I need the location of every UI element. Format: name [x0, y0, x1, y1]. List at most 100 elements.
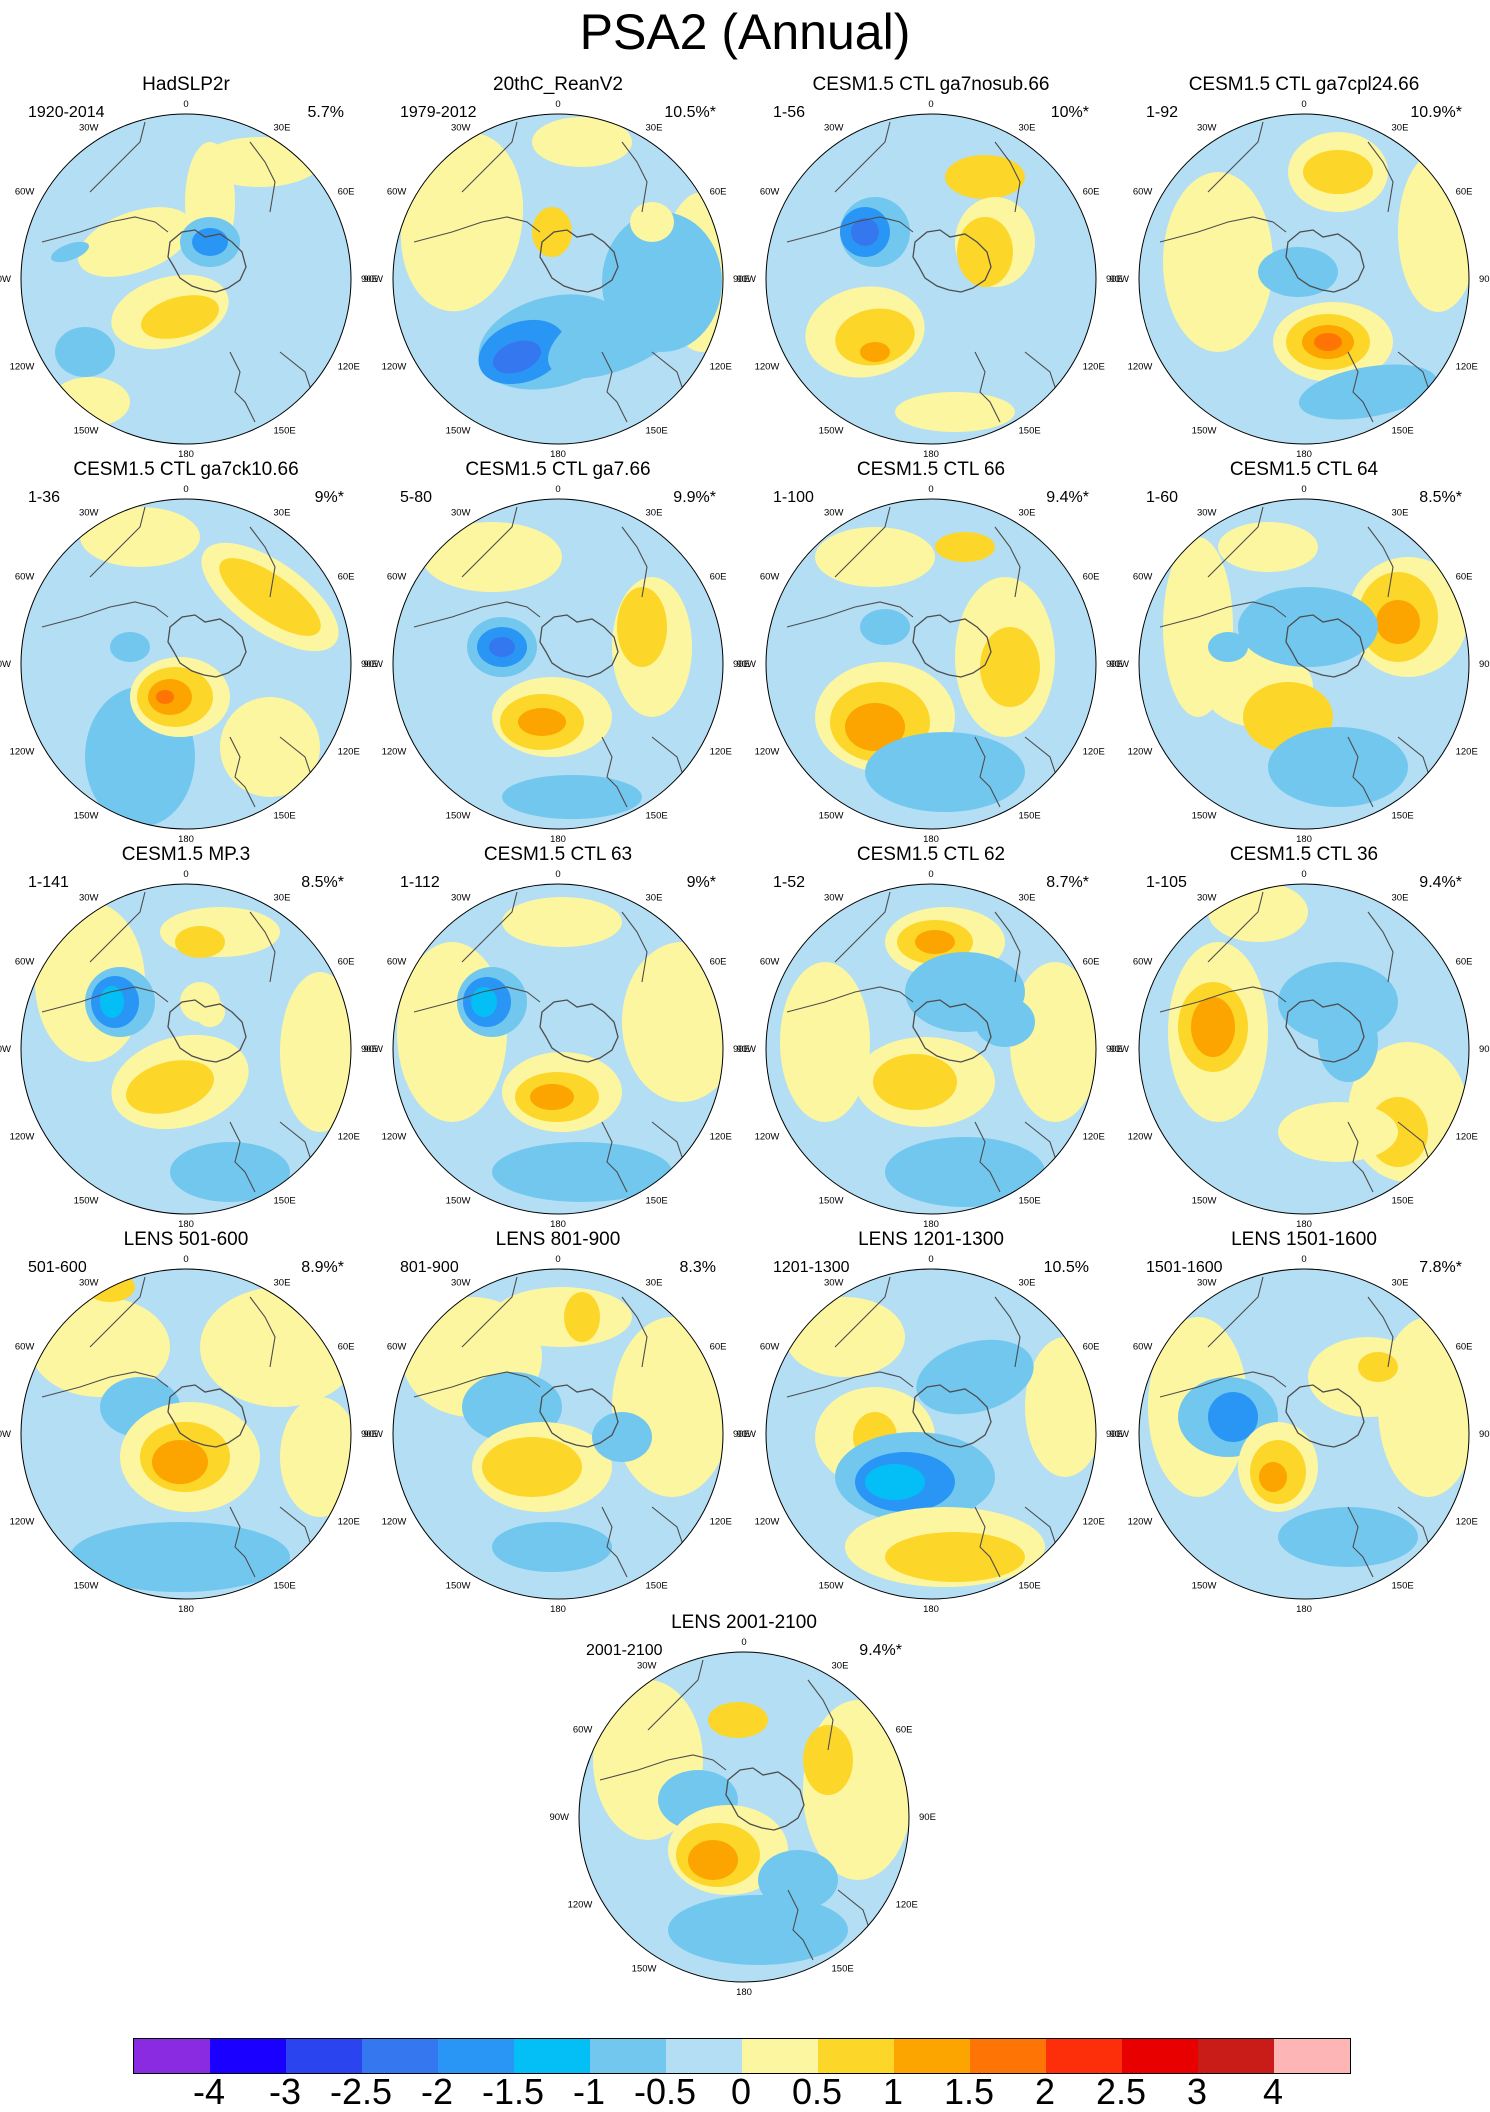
longitude-label: 60E	[338, 187, 355, 198]
longitude-label: 0	[1301, 1254, 1306, 1265]
anomaly-contour-neg2	[192, 228, 228, 256]
longitude-label: 30W	[79, 892, 99, 903]
colorbar-swatch	[666, 2039, 742, 2073]
map-border	[1138, 498, 1470, 830]
panel-variance-percent: 9.4%*	[1419, 874, 1462, 891]
longitude-label: 60W	[387, 187, 407, 198]
colorbar-swatch	[970, 2039, 1046, 2073]
polar-map: 0 30E 60E 90E 120E 150E 180 150W 120W 90W 60W 30W	[0, 484, 378, 845]
longitude-label: 150W	[1192, 811, 1217, 822]
colorbar-swatch	[1274, 2039, 1350, 2073]
anomaly-contour-neg1	[668, 1895, 848, 1965]
longitude-label: 120W	[568, 1900, 593, 1911]
longitude-label: 180	[550, 449, 566, 460]
longitude-label: 90W	[363, 274, 383, 285]
panel-period: 1-92	[1146, 104, 1179, 121]
longitude-label: 0	[928, 869, 933, 880]
panel-variance-percent: 5.7%	[307, 104, 344, 121]
anomaly-contour-neg4	[851, 218, 879, 246]
anomaly-contour-pos4	[1314, 333, 1342, 351]
longitude-label: 0	[555, 1254, 560, 1265]
longitude-label: 150E	[1019, 811, 1041, 822]
anomaly-contour-pos4	[156, 690, 174, 704]
map-border	[765, 883, 1097, 1215]
longitude-label: 60E	[710, 572, 727, 583]
anomaly-contour-neg1	[1278, 1507, 1418, 1567]
colorbar-swatch	[210, 2039, 286, 2073]
anomaly-contour-pos1	[280, 1397, 351, 1517]
longitude-label: 180	[1296, 449, 1312, 460]
longitude-label: 0	[1301, 484, 1306, 495]
longitude-label: 60W	[15, 1342, 35, 1353]
longitude-label: 90E	[1479, 1044, 1490, 1055]
longitude-label: 30W	[824, 1277, 844, 1288]
longitude-label: 90E	[1479, 659, 1490, 670]
map-panel: CESM1.5 CTL 62 1-52 8.7%* 0 30E 60E 90E 120E 150…	[736, 843, 1122, 1230]
longitude-label: 150W	[1192, 1581, 1217, 1592]
panel-variance-percent: 8.7%*	[1046, 874, 1089, 891]
panel-period: 1-56	[773, 104, 806, 121]
anomaly-contour-pos2	[175, 926, 225, 958]
polar-map: 0 30E 60E 90E 120E 150E 180 150W 120W 90W 60W 30W	[1109, 99, 1490, 460]
map-border	[20, 1268, 352, 1600]
anomaly-contour-pos2	[482, 1437, 582, 1497]
longitude-label: 120E	[1083, 1517, 1105, 1528]
antarctica-coastline	[1285, 1384, 1365, 1448]
anomaly-contour-pos1	[492, 1287, 632, 1347]
longitude-label: 120E	[1083, 1132, 1105, 1143]
anomaly-contour-neg1	[1258, 247, 1338, 297]
colorbar-label: -2	[420, 2071, 454, 2112]
map-panel: CESM1.5 CTL 66 1-100 9.4%* 0 30E 60E 90E 120E 15…	[736, 458, 1122, 845]
longitude-label: 30E	[646, 507, 663, 518]
continent-coastlines	[786, 121, 1061, 423]
longitude-label: 0	[183, 484, 188, 495]
panel-period: 1-141	[28, 874, 69, 891]
anomaly-contour-pos2	[885, 1532, 1025, 1582]
longitude-label: 30E	[646, 892, 663, 903]
continent-coastlines	[786, 1276, 1061, 1578]
map-field	[393, 1269, 723, 1599]
longitude-label: 90W	[736, 1044, 756, 1055]
longitude-label: 180	[178, 1604, 194, 1615]
anomaly-contour-neg1	[51, 241, 89, 263]
longitude-label: 90E	[1479, 274, 1490, 285]
panel-title: CESM1.5 CTL ga7.66	[465, 459, 651, 480]
antarctica-coastline	[167, 1384, 247, 1448]
colorbar-label: 0.5	[791, 2071, 843, 2112]
longitude-label: 60E	[1456, 1342, 1473, 1353]
polar-map: 0 30E 60E 90E 120E 150E 180 150W 120W 90W 60W 30W	[736, 99, 1122, 460]
continent-coastlines	[413, 891, 688, 1193]
anomaly-contour-neg1	[1238, 587, 1378, 667]
longitude-label: 0	[183, 1254, 188, 1265]
anomaly-contour-neg1	[492, 1142, 672, 1202]
longitude-label: 60E	[1456, 187, 1473, 198]
longitude-label: 90W	[363, 659, 383, 670]
longitude-label: 90W	[1109, 659, 1129, 670]
antarctica-coastline	[912, 999, 992, 1063]
longitude-label: 30W	[451, 892, 471, 903]
anomaly-contour-neg1	[865, 732, 1025, 812]
longitude-label: 30E	[646, 122, 663, 133]
longitude-label: 90E	[919, 1812, 936, 1823]
panel-period: 1501-1600	[1146, 1259, 1223, 1276]
longitude-label: 30W	[637, 1660, 657, 1671]
longitude-label: 60W	[1133, 1342, 1153, 1353]
map-field	[21, 114, 351, 444]
anomaly-contour-neg1	[110, 632, 150, 662]
panel-period: 1-100	[773, 489, 814, 506]
longitude-label: 90W	[1109, 274, 1129, 285]
longitude-label: 120W	[10, 1517, 35, 1528]
panel-variance-percent: 10.5%	[1043, 1259, 1089, 1276]
map-border	[20, 883, 352, 1215]
longitude-label: 30E	[1392, 507, 1409, 518]
longitude-label: 90W	[549, 1812, 569, 1823]
longitude-label: 150E	[832, 1964, 854, 1975]
anomaly-contour-neg1	[548, 285, 696, 379]
longitude-label: 60W	[1133, 187, 1153, 198]
polar-map: 0 30E 60E 90E 120E 150E 180 150W 120W 90W 60W 30W	[363, 869, 749, 1230]
longitude-label: 150E	[1019, 426, 1041, 437]
anomaly-contour-neg3	[100, 986, 124, 1018]
anomaly-contour-pos1	[630, 202, 674, 242]
longitude-label: 0	[1301, 869, 1306, 880]
